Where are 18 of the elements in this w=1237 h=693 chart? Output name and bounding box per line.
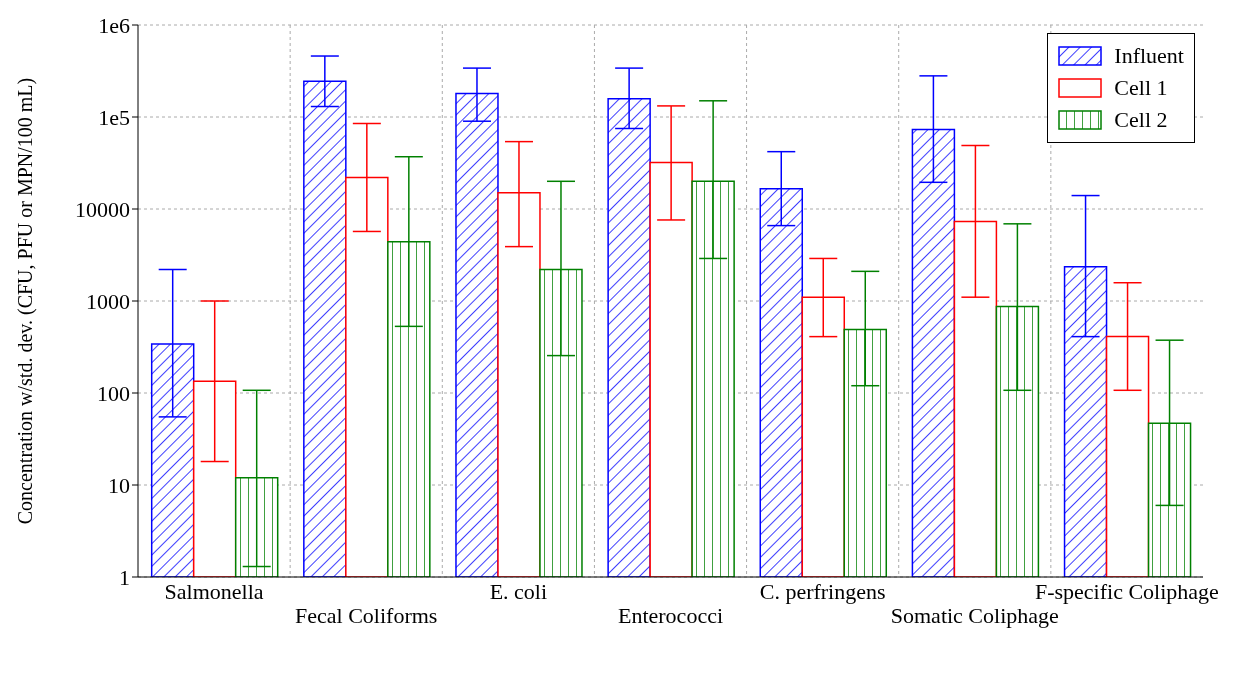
x-tick-label: F-specific Coliphage [1034,579,1219,604]
x-tick-label: E. coli [489,579,548,604]
y-tick-label: 1000 [86,288,130,314]
y-tick-label: 10 [108,472,130,498]
legend-label: Cell 2 [1114,107,1168,133]
x-tick-label: C. perfringens [759,579,886,604]
y-tick-label: 100 [97,380,130,406]
x-tick-label: Fecal Coliforms [295,603,438,628]
y-tick-label: 1 [119,564,130,590]
y-axis-title: Concentration w/std. dev. (CFU, PFU or MPN/100 mL) [14,77,38,525]
y-tick-label: 10000 [75,196,130,222]
y-tick-label: 1e6 [98,12,130,38]
legend-label: Influent [1114,43,1184,69]
x-tick-label: Salmonella [164,579,264,604]
x-tick-label: Somatic Coliphage [890,603,1059,628]
y-tick-label: 1e5 [98,104,130,130]
x-tick-label: Enterococci [617,603,724,628]
legend-label: Cell 1 [1114,75,1168,101]
